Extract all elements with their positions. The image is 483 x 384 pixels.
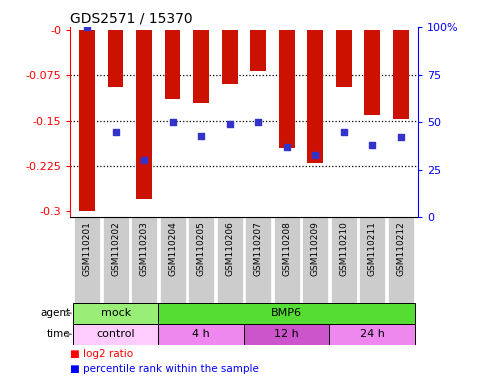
Bar xyxy=(250,30,266,71)
Text: GSM110210: GSM110210 xyxy=(339,221,348,276)
Bar xyxy=(244,324,329,345)
Point xyxy=(312,152,319,158)
Text: BMP6: BMP6 xyxy=(271,308,302,318)
Point xyxy=(283,144,291,150)
Bar xyxy=(136,30,152,199)
Bar xyxy=(74,217,100,303)
Text: GSM110206: GSM110206 xyxy=(225,221,234,276)
Bar xyxy=(188,217,214,303)
Bar xyxy=(79,30,95,212)
Point xyxy=(83,24,91,30)
Point xyxy=(255,119,262,125)
Bar xyxy=(274,217,299,303)
Bar xyxy=(108,30,124,88)
Bar xyxy=(302,217,328,303)
Bar xyxy=(160,217,185,303)
Bar xyxy=(73,324,158,345)
Point xyxy=(140,157,148,163)
Bar xyxy=(336,30,352,88)
Bar xyxy=(359,217,385,303)
Bar xyxy=(158,303,415,324)
Text: mock: mock xyxy=(100,308,131,318)
Bar xyxy=(193,30,209,103)
Text: GSM110201: GSM110201 xyxy=(83,221,92,276)
Bar xyxy=(222,30,238,84)
Point xyxy=(226,121,233,127)
Text: GSM110209: GSM110209 xyxy=(311,221,320,276)
Text: ■ percentile rank within the sample: ■ percentile rank within the sample xyxy=(70,364,259,374)
Bar xyxy=(245,217,271,303)
Bar xyxy=(393,30,409,119)
Bar xyxy=(279,30,295,148)
Point xyxy=(397,134,405,141)
Bar xyxy=(329,324,415,345)
Point xyxy=(169,119,176,125)
Point xyxy=(369,142,376,148)
Bar xyxy=(217,217,242,303)
Text: GSM110203: GSM110203 xyxy=(140,221,149,276)
Bar xyxy=(73,303,158,324)
Text: GSM110205: GSM110205 xyxy=(197,221,206,276)
Text: GSM110202: GSM110202 xyxy=(111,221,120,276)
Text: GSM110204: GSM110204 xyxy=(168,221,177,276)
Bar xyxy=(158,324,244,345)
Text: agent: agent xyxy=(41,308,71,318)
Text: time: time xyxy=(47,329,71,339)
Point xyxy=(197,132,205,139)
Text: GDS2571 / 15370: GDS2571 / 15370 xyxy=(70,12,193,26)
Bar xyxy=(165,30,181,99)
Text: GSM110211: GSM110211 xyxy=(368,221,377,276)
Bar xyxy=(131,217,157,303)
Point xyxy=(112,129,119,135)
Bar xyxy=(364,30,380,114)
Bar xyxy=(307,30,323,163)
Point xyxy=(340,129,348,135)
Bar xyxy=(331,217,356,303)
Bar xyxy=(388,217,413,303)
Text: GSM110208: GSM110208 xyxy=(282,221,291,276)
Text: ■ log2 ratio: ■ log2 ratio xyxy=(70,349,133,359)
Text: control: control xyxy=(96,329,135,339)
Text: 12 h: 12 h xyxy=(274,329,299,339)
Text: 4 h: 4 h xyxy=(192,329,210,339)
Text: GSM110212: GSM110212 xyxy=(396,221,405,276)
Text: 24 h: 24 h xyxy=(360,329,384,339)
Bar xyxy=(103,217,128,303)
Text: GSM110207: GSM110207 xyxy=(254,221,263,276)
